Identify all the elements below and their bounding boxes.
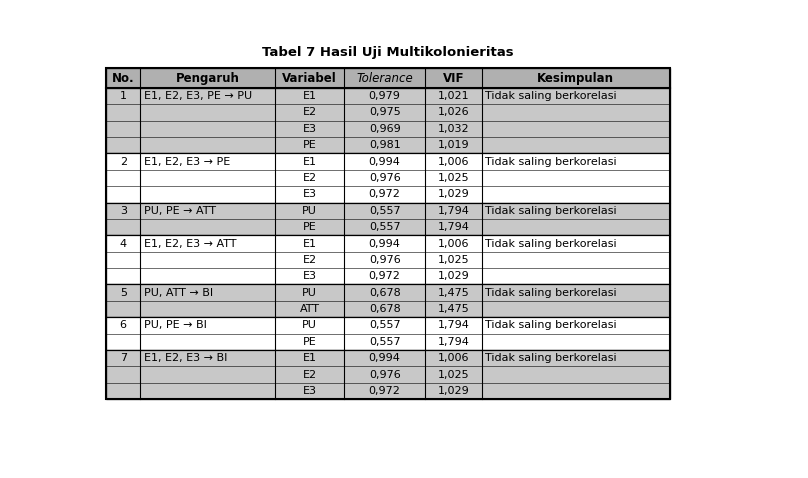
Text: Tidak saling berkorelasi: Tidak saling berkorelasi (486, 353, 617, 363)
Text: 1,794: 1,794 (438, 337, 469, 347)
Text: Tidak saling berkorelasi: Tidak saling berkorelasi (486, 239, 617, 249)
Bar (106, 284, 670, 317)
Text: E1: E1 (302, 353, 317, 363)
Text: 0,972: 0,972 (368, 386, 401, 396)
Text: 1,794: 1,794 (438, 320, 469, 330)
Text: Tidak saling berkorelasi: Tidak saling berkorelasi (486, 157, 617, 167)
Text: No.: No. (112, 72, 135, 85)
Text: 5: 5 (120, 288, 127, 298)
Text: 0,972: 0,972 (368, 271, 401, 281)
Text: 1,475: 1,475 (438, 304, 469, 314)
Text: 0,678: 0,678 (368, 288, 401, 298)
Text: 1,006: 1,006 (438, 353, 469, 363)
Text: Pengaruh: Pengaruh (176, 72, 240, 85)
Text: VIF: VIF (443, 72, 465, 85)
Text: 1,029: 1,029 (438, 271, 469, 281)
Text: 0,975: 0,975 (368, 108, 401, 118)
Text: E1, E2, E3 → PE: E1, E2, E3 → PE (144, 157, 230, 167)
Text: PE: PE (303, 140, 317, 150)
Text: 1,029: 1,029 (438, 386, 469, 396)
Text: 0,976: 0,976 (368, 173, 401, 183)
Bar (106, 153, 670, 203)
Bar (106, 203, 670, 235)
Text: E1, E2, E3, PE → PU: E1, E2, E3, PE → PU (144, 91, 252, 101)
Text: 4: 4 (120, 239, 127, 249)
Text: PU, PE → BI: PU, PE → BI (144, 320, 207, 330)
Text: ATT: ATT (300, 304, 319, 314)
Text: 1,019: 1,019 (438, 140, 469, 150)
Text: E1, E2, E3 → BI: E1, E2, E3 → BI (144, 353, 228, 363)
Bar (106, 68, 670, 399)
Text: 0,557: 0,557 (369, 206, 401, 216)
Text: 0,981: 0,981 (368, 140, 401, 150)
Text: 1,794: 1,794 (438, 206, 469, 216)
Text: 1,794: 1,794 (438, 222, 469, 232)
Text: 7: 7 (120, 353, 127, 363)
Text: PE: PE (303, 337, 317, 347)
Text: PU, PE → ATT: PU, PE → ATT (144, 206, 217, 216)
Text: 0,557: 0,557 (369, 320, 401, 330)
Text: Variabel: Variabel (282, 72, 337, 85)
Text: 0,557: 0,557 (369, 337, 401, 347)
Text: 0,969: 0,969 (368, 124, 401, 134)
Text: E2: E2 (302, 108, 317, 118)
Text: E3: E3 (302, 189, 317, 199)
Text: 1,025: 1,025 (438, 173, 469, 183)
Text: 1: 1 (120, 91, 127, 101)
Text: E2: E2 (302, 173, 317, 183)
Text: 1,021: 1,021 (438, 91, 469, 101)
Text: Tidak saling berkorelasi: Tidak saling berkorelasi (486, 288, 617, 298)
Text: 1,029: 1,029 (438, 189, 469, 199)
Text: Tabel 7 Hasil Uji Multikolonieritas: Tabel 7 Hasil Uji Multikolonieritas (262, 46, 514, 59)
Text: Tidak saling berkorelasi: Tidak saling berkorelasi (486, 206, 617, 216)
Text: E3: E3 (302, 124, 317, 134)
Bar (106, 68, 670, 88)
Text: 0,994: 0,994 (368, 157, 401, 167)
Text: 1,006: 1,006 (438, 239, 469, 249)
Text: E1, E2, E3 → ATT: E1, E2, E3 → ATT (144, 239, 237, 249)
Text: 0,979: 0,979 (368, 91, 401, 101)
Text: 0,994: 0,994 (368, 239, 401, 249)
Text: E1: E1 (302, 239, 317, 249)
Text: 1,026: 1,026 (438, 108, 469, 118)
Text: 0,976: 0,976 (368, 255, 401, 265)
Text: 0,678: 0,678 (368, 304, 401, 314)
Bar (106, 350, 670, 399)
Text: PU: PU (302, 206, 317, 216)
Text: 0,976: 0,976 (368, 369, 401, 380)
Text: 3: 3 (120, 206, 127, 216)
Text: PU: PU (302, 288, 317, 298)
Bar (106, 317, 670, 350)
Text: 0,994: 0,994 (368, 353, 401, 363)
Text: E3: E3 (302, 271, 317, 281)
Text: 0,972: 0,972 (368, 189, 401, 199)
Text: E2: E2 (302, 369, 317, 380)
Text: 0,557: 0,557 (369, 222, 401, 232)
Text: PU: PU (302, 320, 317, 330)
Text: 2: 2 (120, 157, 127, 167)
Text: 6: 6 (120, 320, 127, 330)
Text: 1,025: 1,025 (438, 369, 469, 380)
Text: PU, ATT → BI: PU, ATT → BI (144, 288, 213, 298)
Text: 1,032: 1,032 (438, 124, 469, 134)
Bar (106, 88, 670, 153)
Bar (106, 235, 670, 284)
Text: PE: PE (303, 222, 317, 232)
Text: 1,025: 1,025 (438, 255, 469, 265)
Text: E3: E3 (302, 386, 317, 396)
Text: Tidak saling berkorelasi: Tidak saling berkorelasi (486, 320, 617, 330)
Text: Kesimpulan: Kesimpulan (537, 72, 614, 85)
Text: E2: E2 (302, 255, 317, 265)
Text: Tidak saling berkorelasi: Tidak saling berkorelasi (486, 91, 617, 101)
Text: E1: E1 (302, 157, 317, 167)
Text: Tolerance: Tolerance (356, 72, 413, 85)
Text: 1,006: 1,006 (438, 157, 469, 167)
Text: 1,475: 1,475 (438, 288, 469, 298)
Text: E1: E1 (302, 91, 317, 101)
